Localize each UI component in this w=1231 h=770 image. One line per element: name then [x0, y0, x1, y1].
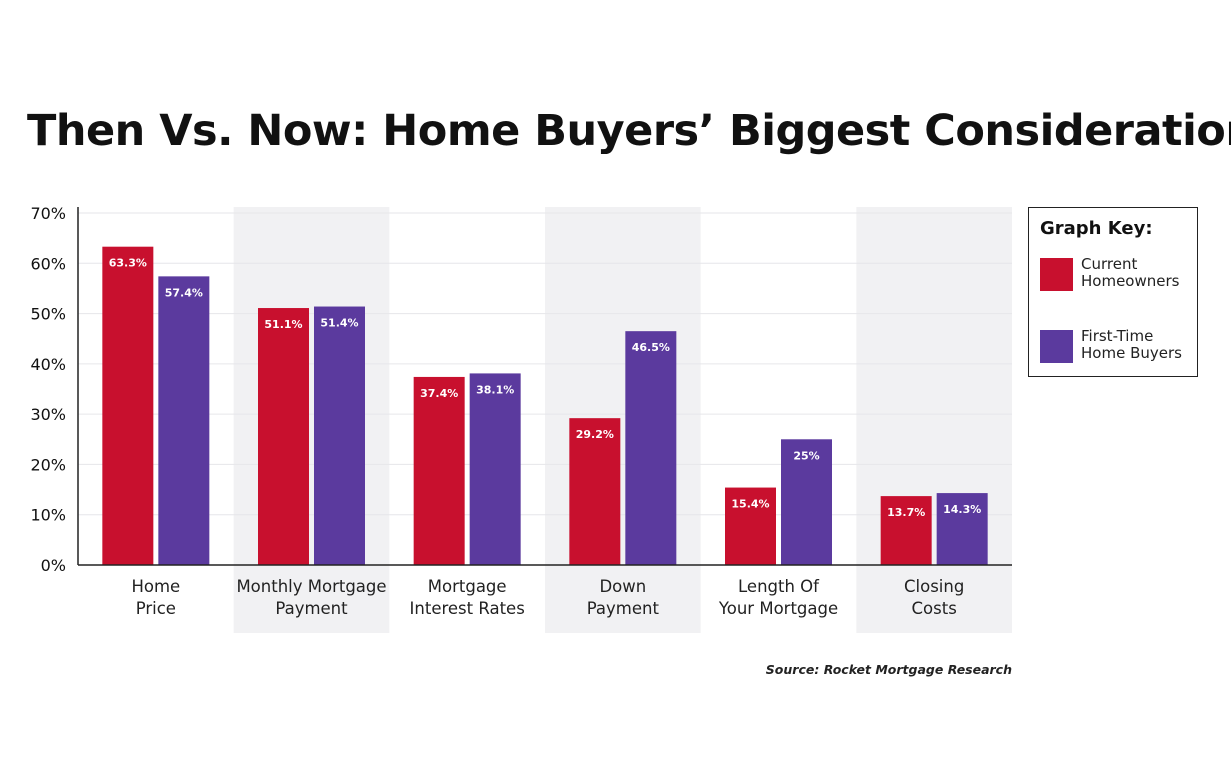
data-label-current-homeowners: 51.1%	[264, 318, 302, 331]
y-tick-label: 50%	[30, 305, 66, 324]
legend-item-first-time-home-buyers: First-Time Home Buyers	[1040, 328, 1195, 368]
data-label-current-homeowners: 63.3%	[109, 257, 147, 270]
category-band	[233, 207, 390, 633]
y-tick-labels: 0% 10% 20% 30% 40% 50% 60% 70%	[30, 204, 66, 575]
bar-first-time-home-buyers	[936, 493, 988, 565]
bar-first-time-home-buyers	[469, 373, 521, 565]
legend-title: Graph Key:	[1040, 218, 1153, 239]
data-label-first-time-home-buyers: 57.4%	[165, 286, 203, 299]
data-label-first-time-home-buyers: 25%	[793, 449, 819, 462]
category-label: Down Payment	[587, 577, 660, 618]
bar-current-homeowners	[413, 376, 465, 565]
y-tick-label: 0%	[41, 556, 66, 575]
category-label: Mortgage Interest Rates	[410, 577, 525, 618]
bar-current-homeowners	[725, 487, 776, 565]
bar-current-homeowners	[102, 246, 154, 566]
legend-label-current-homeowners: Current Homeowners	[1081, 255, 1180, 290]
bar-first-time-home-buyers	[781, 439, 832, 565]
data-label-current-homeowners: 29.2%	[576, 428, 614, 441]
category-labels: Home Price Monthly Mortgage Payment Mortgage…	[131, 577, 964, 618]
bars: 63.3% 51.1% 37.4% 29.2% 15.4% 13.7% 57.4% 51.4%…	[102, 246, 988, 566]
category-band	[545, 207, 701, 633]
y-tick-label: 20%	[30, 455, 66, 474]
legend-item-current-homeowners: Current Homeowners	[1040, 256, 1195, 296]
gridlines	[78, 212, 1012, 516]
y-tick-label: 70%	[30, 204, 66, 223]
legend-swatch-first-time-home-buyers	[1040, 330, 1073, 363]
legend-swatch-current-homeowners	[1040, 258, 1073, 291]
data-label-first-time-home-buyers: 38.1%	[476, 383, 514, 396]
data-label-first-time-home-buyers: 51.4%	[320, 317, 358, 330]
bar-first-time-home-buyers	[314, 306, 365, 565]
chart-title: Then Vs. Now: Home Buyers’ Biggest Consi…	[27, 106, 1231, 156]
y-tick-label: 30%	[30, 405, 66, 424]
bar-first-time-home-buyers	[625, 331, 677, 565]
data-label-current-homeowners: 15.4%	[731, 498, 769, 511]
data-label-first-time-home-buyers: 14.3%	[943, 503, 981, 516]
category-label: Home Price	[131, 577, 180, 618]
axes	[77, 207, 1012, 566]
y-tick-label: 60%	[30, 254, 66, 273]
category-label: Length Of Your Mortgage	[718, 577, 838, 618]
category-label: Closing Costs	[904, 577, 964, 618]
data-label-current-homeowners: 13.7%	[887, 506, 925, 519]
category-band	[856, 207, 1012, 633]
legend: Graph Key: Current Homeowners First-Time…	[1028, 207, 1198, 377]
y-tick-label: 10%	[30, 506, 66, 525]
data-label-first-time-home-buyers: 46.5%	[632, 341, 670, 354]
bar-current-homeowners	[880, 496, 932, 565]
bar-first-time-home-buyers	[158, 276, 210, 565]
y-tick-label: 40%	[30, 355, 66, 374]
data-label-current-homeowners: 37.4%	[420, 387, 458, 400]
category-label: Monthly Mortgage Payment	[236, 577, 386, 618]
bar-current-homeowners	[569, 418, 621, 565]
legend-label-first-time-home-buyers: First-Time Home Buyers	[1081, 327, 1182, 362]
source-note: Source: Rocket Mortgage Research	[765, 662, 1012, 677]
bar-current-homeowners	[258, 308, 309, 565]
